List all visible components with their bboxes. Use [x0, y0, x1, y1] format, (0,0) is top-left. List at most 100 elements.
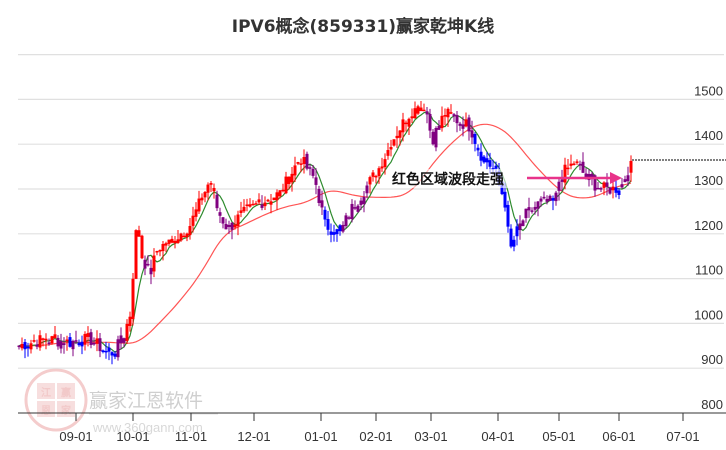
candle [38, 335, 42, 348]
candle [464, 119, 468, 127]
candle [410, 116, 414, 119]
candle [284, 176, 288, 194]
candle [134, 230, 138, 279]
candle [440, 115, 444, 129]
candle [209, 183, 213, 185]
candle [494, 165, 498, 169]
candle [581, 161, 585, 173]
candle [470, 130, 474, 138]
seal-char: 家 [61, 404, 72, 417]
candle [599, 188, 603, 190]
candle [563, 164, 567, 183]
y-tick-label: 1300 [694, 173, 723, 188]
candle [407, 118, 411, 127]
candle [107, 347, 111, 352]
candle [584, 173, 588, 178]
slow-trend-line [18, 123, 632, 347]
candle [242, 206, 246, 212]
candle [377, 168, 381, 177]
y-axis-labels: 1500 1400 1300 1200 1100 1000 900 800 [694, 83, 723, 412]
candle [200, 197, 204, 201]
candle [257, 199, 261, 203]
y-tick-label: 1200 [694, 218, 723, 233]
candle [566, 167, 570, 170]
candle [554, 192, 558, 202]
y-tick-label: 1500 [694, 83, 723, 98]
candle [47, 342, 51, 344]
candle [512, 239, 516, 247]
candle [140, 235, 144, 259]
x-tick-label: 01-01 [304, 429, 337, 444]
candle [365, 185, 369, 194]
seal-char: 恩 [41, 405, 51, 417]
candle [533, 206, 537, 210]
candle [389, 147, 393, 150]
candle [77, 342, 81, 346]
candle [104, 350, 108, 353]
candle [362, 196, 366, 204]
candle [590, 173, 594, 179]
candle [575, 161, 579, 163]
candle [164, 243, 168, 246]
candle [92, 342, 96, 345]
x-tick-label: 02-01 [359, 429, 392, 444]
y-tick-label: 1000 [694, 307, 723, 322]
candle [491, 168, 495, 170]
candle [413, 108, 417, 119]
candle [347, 217, 351, 219]
candlestick-series [17, 100, 633, 365]
candle [422, 109, 426, 112]
x-tick-label: 12-01 [237, 429, 270, 444]
candle [182, 235, 186, 238]
candle [482, 156, 486, 163]
candle [305, 153, 309, 169]
candle [311, 168, 315, 176]
x-tick-label: 11-01 [175, 429, 207, 444]
candle [86, 333, 90, 337]
candle [32, 340, 36, 342]
candle [26, 346, 30, 349]
candle [44, 338, 48, 341]
candle [398, 130, 402, 138]
candle [23, 342, 27, 350]
x-tick-label: 07-01 [666, 429, 699, 444]
candle [128, 316, 132, 326]
candle [488, 160, 492, 167]
annotation: 红色区域波段走强 [390, 169, 622, 188]
candle [293, 165, 297, 176]
candle [158, 250, 162, 252]
candle [179, 233, 183, 241]
candle [524, 208, 528, 219]
candle [374, 175, 378, 178]
candle [74, 340, 78, 342]
candle [281, 189, 285, 192]
candle [20, 343, 24, 349]
candle [626, 175, 630, 182]
candle [254, 203, 258, 205]
y-tick-label: 1400 [694, 128, 723, 143]
candle [125, 323, 129, 341]
candle [386, 150, 390, 156]
candle [602, 182, 606, 188]
candle [194, 209, 198, 217]
candle [443, 115, 447, 117]
candle [35, 344, 39, 347]
watermark-seal-icon [24, 368, 88, 432]
candle [614, 187, 618, 193]
y-tick-label: 900 [701, 352, 723, 367]
candle [116, 339, 120, 358]
candle [215, 194, 219, 209]
fast-trend-line [18, 111, 632, 353]
candle [338, 225, 342, 232]
candle [383, 159, 387, 168]
candle [143, 259, 147, 269]
candle [137, 230, 141, 237]
candle [56, 337, 60, 347]
candle [101, 350, 105, 353]
candle [434, 128, 438, 148]
candle [467, 117, 471, 132]
candle [557, 181, 561, 191]
candle [545, 198, 549, 202]
candle [560, 179, 564, 182]
